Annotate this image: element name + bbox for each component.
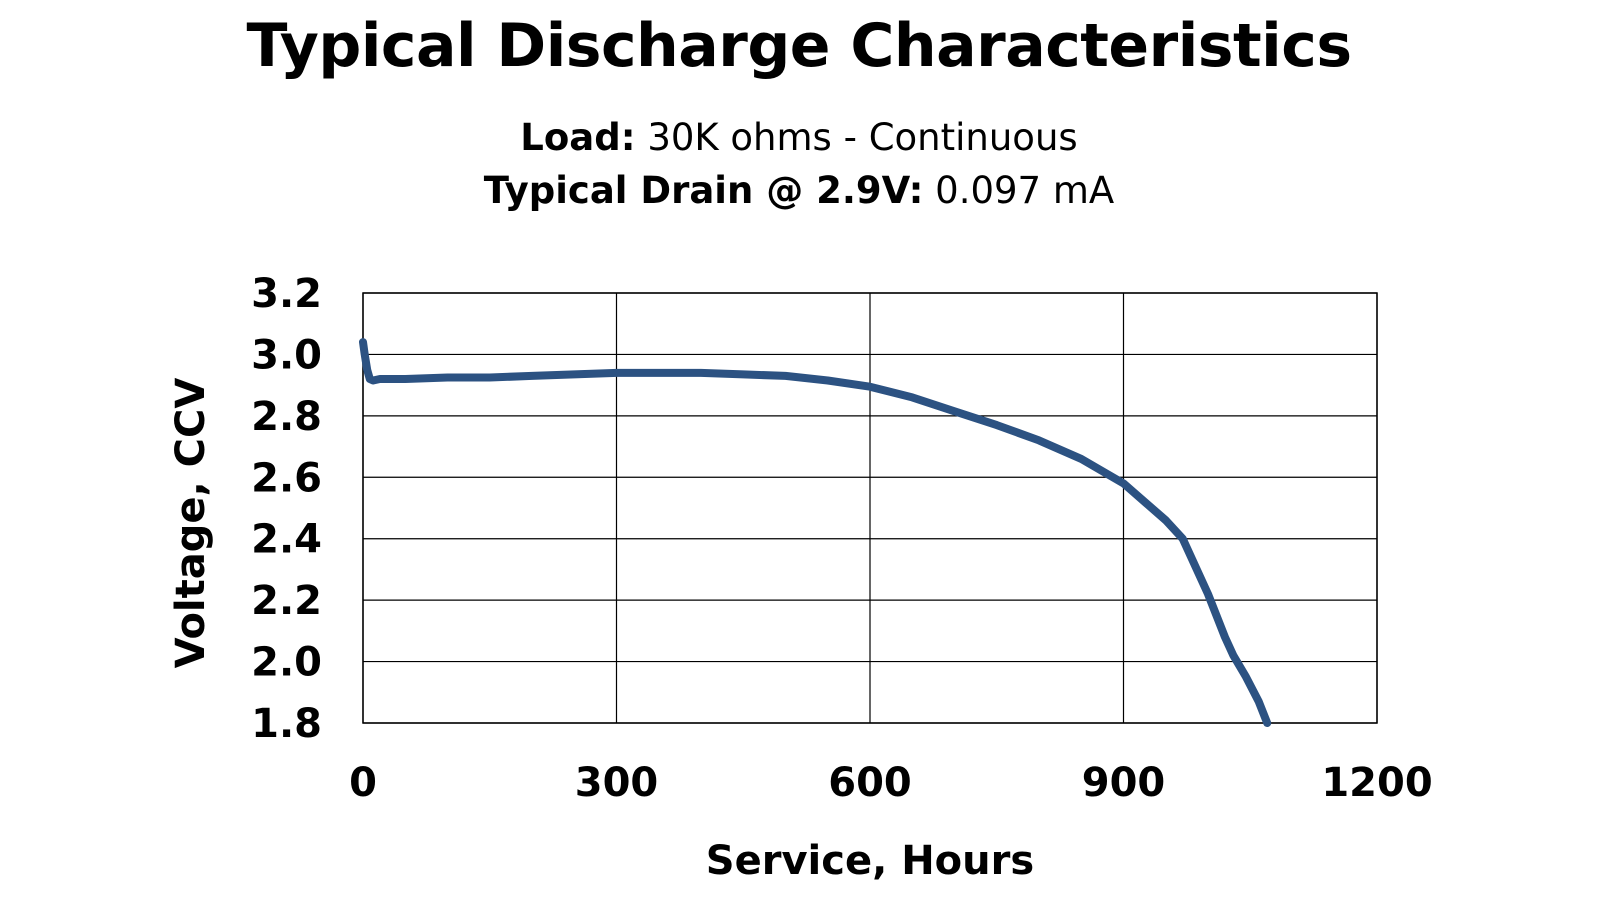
x-tick-label: 1200 bbox=[1321, 760, 1432, 806]
load-subtitle: Load: 30K ohms - Continuous bbox=[0, 115, 1598, 161]
drain-value: 0.097 mA bbox=[935, 169, 1115, 212]
y-axis-label: Voltage, CCV bbox=[168, 378, 214, 669]
y-tick-label: 3.0 bbox=[251, 332, 322, 378]
x-tick-label: 600 bbox=[828, 760, 912, 806]
drain-label: Typical Drain @ 2.9V: bbox=[483, 169, 924, 212]
x-tick-label: 900 bbox=[1082, 760, 1166, 806]
y-tick-label: 3.2 bbox=[251, 271, 322, 317]
x-tick-labels: 0 300 600 900 1200 bbox=[349, 760, 1433, 806]
x-axis-label: Service, Hours bbox=[706, 838, 1034, 884]
x-tick-label: 0 bbox=[349, 760, 377, 806]
y-tick-label: 2.8 bbox=[251, 394, 322, 440]
y-tick-labels: 3.2 3.0 2.8 2.6 2.4 2.2 2.0 1.8 bbox=[251, 271, 322, 747]
drain-subtitle: Typical Drain @ 2.9V: 0.097 mA bbox=[0, 168, 1598, 214]
y-tick-label: 2.4 bbox=[251, 517, 322, 563]
x-tick-label: 300 bbox=[575, 760, 659, 806]
y-tick-label: 2.2 bbox=[251, 578, 322, 624]
grid-lines bbox=[362, 292, 1378, 724]
y-tick-label: 1.8 bbox=[251, 701, 322, 747]
y-tick-label: 2.6 bbox=[251, 455, 322, 501]
plot-frame bbox=[362, 292, 1378, 724]
load-value: 30K ohms - Continuous bbox=[647, 116, 1078, 159]
chart-title: Typical Discharge Characteristics bbox=[246, 11, 1352, 81]
load-label: Load: bbox=[520, 116, 636, 159]
voltage-series-line bbox=[359, 338, 1272, 727]
y-tick-label: 2.0 bbox=[251, 640, 322, 686]
